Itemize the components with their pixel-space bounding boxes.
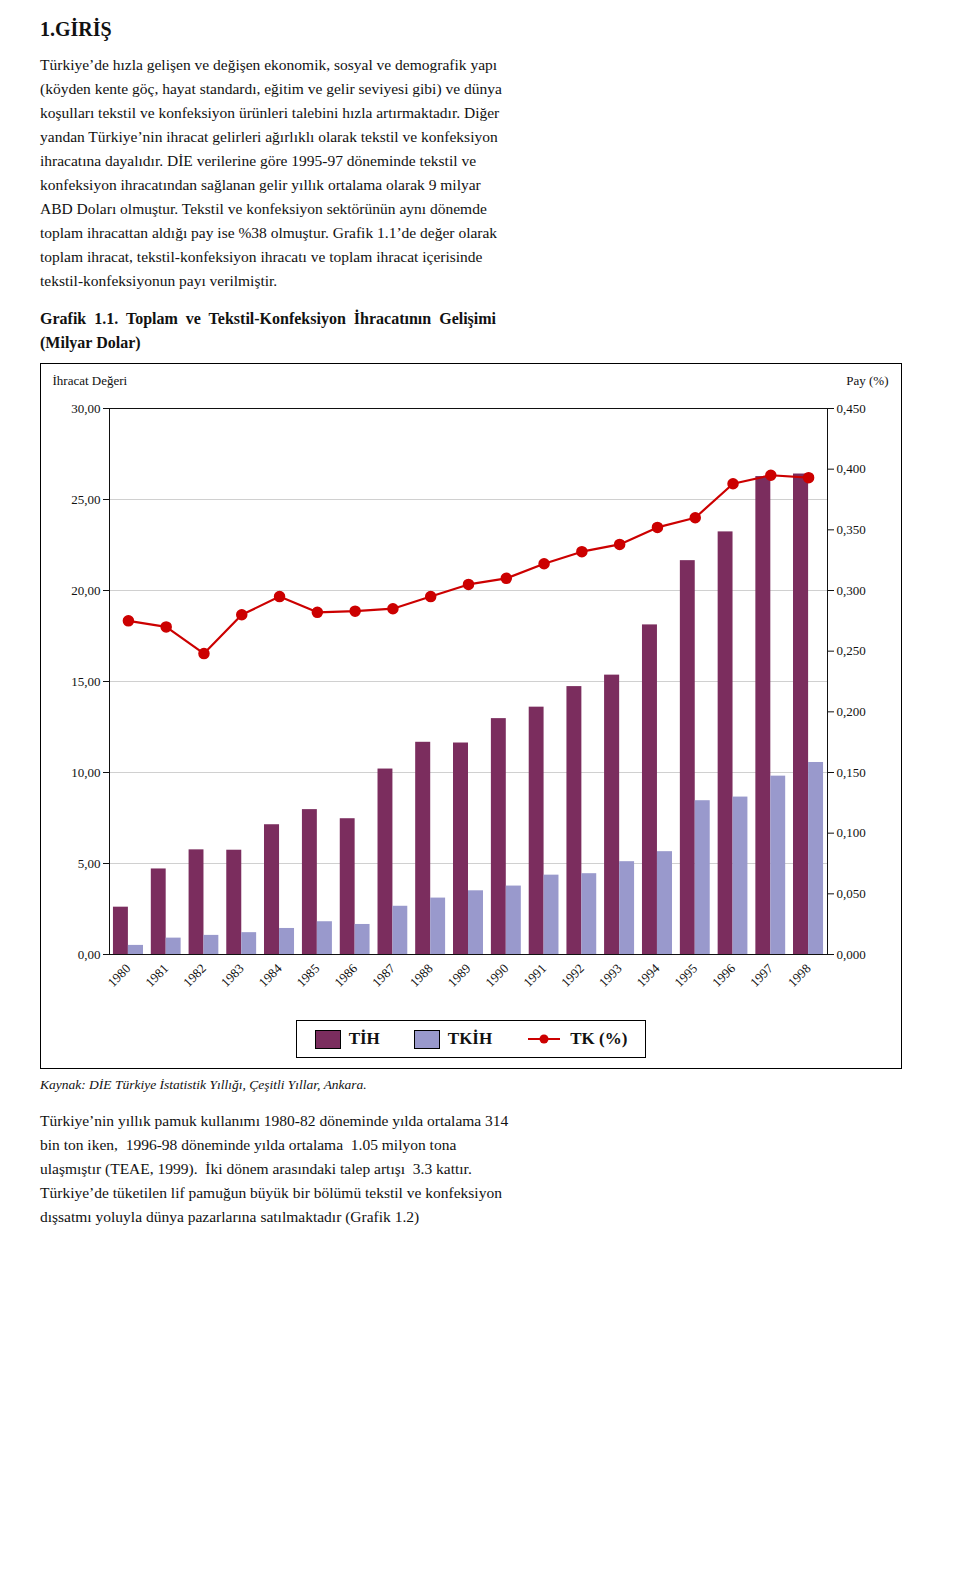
html-text:1.GİRİŞ: 1.GİRİŞ	[40, 18, 112, 40]
svg-text:1984: 1984	[256, 961, 285, 990]
svg-text:1989: 1989	[445, 961, 474, 990]
svg-text:10,00: 10,00	[71, 765, 100, 780]
svg-text:1995: 1995	[671, 961, 700, 990]
svg-text:1996: 1996	[709, 961, 738, 990]
svg-text:İhracat Değeri: İhracat Değeri	[53, 373, 128, 388]
svg-text:0,350: 0,350	[837, 522, 866, 537]
svg-text:30,00: 30,00	[71, 401, 100, 416]
svg-text:1982: 1982	[180, 961, 209, 990]
svg-text:15,00: 15,00	[71, 674, 100, 689]
svg-text:1992: 1992	[558, 961, 587, 990]
svg-text:0,000: 0,000	[837, 947, 866, 962]
svg-text:1981: 1981	[142, 961, 171, 990]
svg-text:0,150: 0,150	[837, 765, 866, 780]
svg-text:0,100: 0,100	[837, 825, 866, 840]
svg-text:1997: 1997	[747, 961, 776, 990]
svg-text:1986: 1986	[331, 961, 360, 990]
html-text:Kaynak: DİE Türkiye İstatistik: Kaynak: DİE Türkiye İstatistik Yıllığı, …	[40, 1077, 367, 1093]
svg-text:1994: 1994	[634, 961, 663, 990]
svg-text:0,00: 0,00	[78, 947, 101, 962]
svg-text:1988: 1988	[407, 961, 436, 990]
svg-text:0,050: 0,050	[837, 886, 866, 901]
svg-text:1991: 1991	[520, 961, 549, 990]
svg-text:5,00: 5,00	[78, 856, 101, 871]
svg-text:Pay (%): Pay (%)	[846, 373, 888, 388]
svg-text:20,00: 20,00	[71, 583, 100, 598]
html-text:Türkiye’nin yıllık pamuk kulla: Türkiye’nin yıllık pamuk kullanımı 1980-…	[40, 1112, 509, 1226]
svg-text:0,250: 0,250	[837, 643, 866, 658]
svg-text:1990: 1990	[482, 961, 511, 990]
svg-text:0,200: 0,200	[837, 704, 866, 719]
html-text:TK (%): TK (%)	[570, 1029, 628, 1049]
svg-text:1987: 1987	[369, 961, 398, 990]
svg-text:1993: 1993	[596, 961, 625, 990]
svg-text:1998: 1998	[785, 961, 814, 990]
svg-text:1985: 1985	[293, 961, 322, 990]
html-text:Türkiye’de hızla gelişen ve de: Türkiye’de hızla gelişen ve değişen ekon…	[40, 56, 502, 290]
svg-text:0,450: 0,450	[837, 401, 866, 416]
svg-text:0,300: 0,300	[837, 583, 866, 598]
svg-text:1980: 1980	[104, 961, 133, 990]
html-text:TİH: TİH	[348, 1029, 380, 1049]
svg-text:1983: 1983	[218, 961, 247, 990]
html-text:TKİH: TKİH	[447, 1029, 493, 1049]
svg-text:25,00: 25,00	[71, 492, 100, 507]
html-text:Grafik 1.1. Toplam ve Tekstil-: Grafik 1.1. Toplam ve Tekstil-Konfeksiyo…	[40, 310, 497, 352]
svg-text:0,400: 0,400	[837, 461, 866, 476]
